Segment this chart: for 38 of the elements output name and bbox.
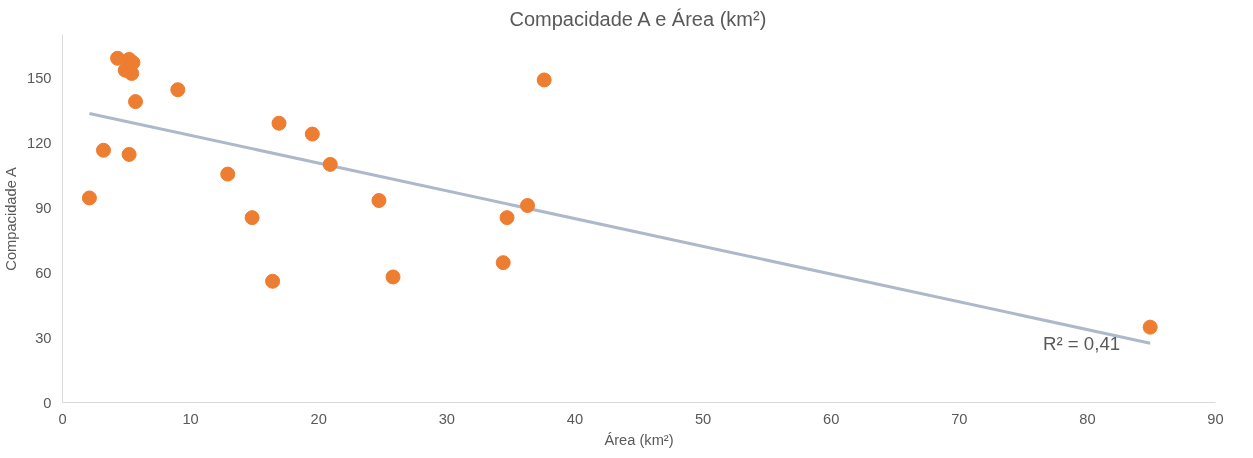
- annotation: R² = 0,41: [1042, 332, 1121, 354]
- x-tick-label: 60: [823, 410, 840, 427]
- x-tick-label: 30: [438, 410, 455, 427]
- x-tick-label: 0: [58, 410, 67, 427]
- point: [128, 94, 144, 110]
- point: [499, 210, 515, 226]
- x-axis-title: Área (km²): [604, 431, 674, 448]
- y-tick-label: 0: [43, 394, 52, 411]
- point: [385, 269, 401, 285]
- point: [271, 115, 287, 131]
- chart-title: Compacidade A e Área (km²): [509, 7, 767, 30]
- point: [536, 72, 552, 88]
- point: [81, 190, 97, 206]
- point: [220, 166, 236, 182]
- y-tick-label: 120: [27, 134, 52, 151]
- y-tick-label: 30: [35, 329, 52, 346]
- point: [322, 156, 338, 172]
- point: [265, 273, 281, 289]
- y-tick-label: 60: [35, 264, 52, 281]
- point: [96, 142, 111, 158]
- point: [170, 82, 186, 98]
- point: [495, 255, 511, 271]
- y-tick-label: 150: [27, 69, 52, 86]
- x-tick-label: 80: [1079, 410, 1096, 427]
- x-tick-label: 40: [566, 410, 584, 427]
- x-tick-label: 50: [694, 410, 712, 427]
- x-tick-label: 70: [951, 410, 968, 427]
- point: [371, 193, 387, 209]
- x-tick-label: 10: [182, 410, 199, 427]
- y-tick-label: 90: [35, 199, 52, 216]
- x-tick-label: 20: [310, 410, 327, 427]
- point: [520, 198, 536, 213]
- point: [244, 210, 260, 226]
- y-axis-title: Compacidade A: [3, 166, 20, 271]
- point: [304, 126, 320, 142]
- point: [1142, 319, 1158, 335]
- x-tick-label: 90: [1207, 410, 1224, 427]
- point: [121, 146, 137, 162]
